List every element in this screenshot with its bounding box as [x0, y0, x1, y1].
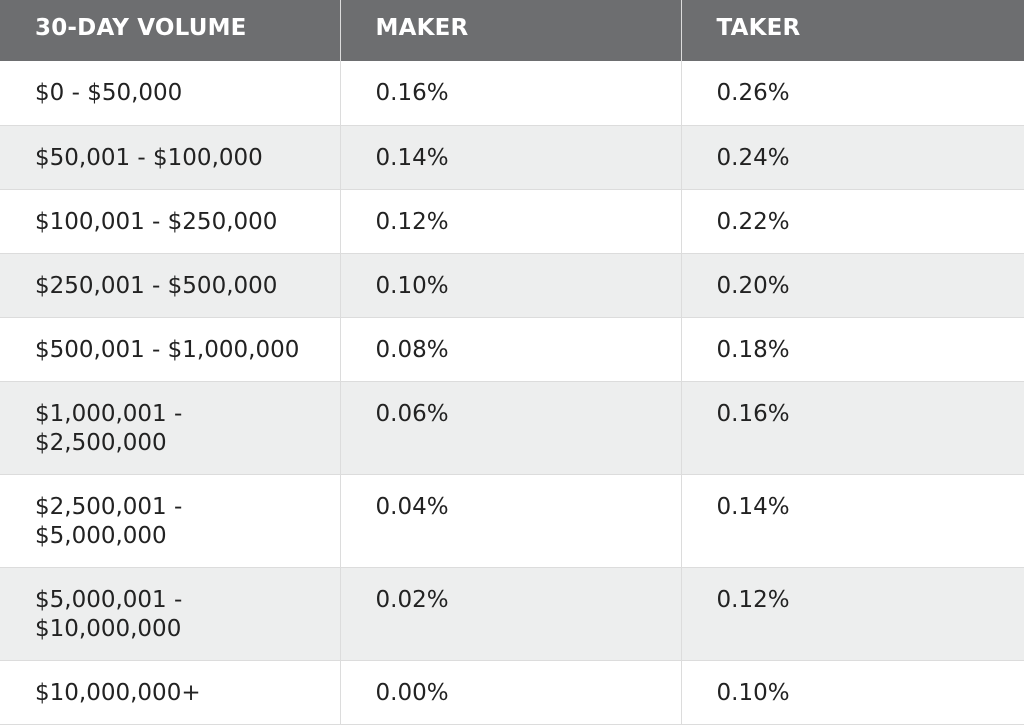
table-body: $0 - $50,000 0.16% 0.26% $50,001 - $100,…	[0, 61, 1024, 725]
maker-cell: 0.16%	[340, 61, 682, 126]
volume-cell: $250,001 - $500,000	[0, 253, 341, 318]
table-header: 30-DAY VOLUME MAKER TAKER	[0, 0, 1024, 61]
volume-cell: $50,001 - $100,000	[0, 125, 341, 190]
maker-cell: 0.02%	[340, 567, 682, 661]
volume-cell: $0 - $50,000	[0, 61, 341, 126]
volume-cell: $2,500,001 - $5,000,000	[0, 474, 341, 568]
maker-cell: 0.00%	[340, 660, 682, 725]
taker-cell: 0.26%	[681, 61, 1024, 126]
taker-cell: 0.20%	[681, 253, 1024, 318]
taker-cell: 0.12%	[681, 567, 1024, 661]
taker-cell: 0.18%	[681, 317, 1024, 382]
taker-cell: 0.22%	[681, 189, 1024, 254]
maker-cell: 0.12%	[340, 189, 682, 254]
table-row: $100,001 - $250,000 0.12% 0.22%	[0, 189, 1024, 254]
volume-text: $1,000,001 - $2,500,000	[35, 400, 183, 456]
maker-cell: 0.06%	[340, 381, 682, 475]
maker-cell: 0.08%	[340, 317, 682, 382]
column-header-volume: 30-DAY VOLUME	[0, 0, 341, 61]
volume-text: $2,500,001 - $5,000,000	[35, 493, 183, 549]
table-row: $1,000,001 - $2,500,000 0.06% 0.16%	[0, 381, 1024, 475]
header-row: 30-DAY VOLUME MAKER TAKER	[0, 0, 1024, 61]
volume-cell: $100,001 - $250,000	[0, 189, 341, 254]
volume-cell: $5,000,001 - $10,000,000	[0, 567, 341, 661]
maker-cell: 0.10%	[340, 253, 682, 318]
table-row: $2,500,001 - $5,000,000 0.04% 0.14%	[0, 474, 1024, 568]
taker-cell: 0.14%	[681, 474, 1024, 568]
table-row: $250,001 - $500,000 0.10% 0.20%	[0, 253, 1024, 318]
maker-cell: 0.04%	[340, 474, 682, 568]
table-row: $500,001 - $1,000,000 0.08% 0.18%	[0, 317, 1024, 382]
table-row: $0 - $50,000 0.16% 0.26%	[0, 61, 1024, 126]
table-row: $5,000,001 - $10,000,000 0.02% 0.12%	[0, 567, 1024, 661]
taker-cell: 0.10%	[681, 660, 1024, 725]
maker-cell: 0.14%	[340, 125, 682, 190]
table-row: $50,001 - $100,000 0.14% 0.24%	[0, 125, 1024, 190]
volume-text: $5,000,001 - $10,000,000	[35, 586, 183, 642]
taker-cell: 0.16%	[681, 381, 1024, 475]
volume-cell: $10,000,000+	[0, 660, 341, 725]
column-header-maker: MAKER	[340, 0, 682, 61]
volume-cell: $500,001 - $1,000,000	[0, 317, 341, 382]
table-row: $10,000,000+ 0.00% 0.10%	[0, 660, 1024, 725]
taker-cell: 0.24%	[681, 125, 1024, 190]
volume-cell: $1,000,001 - $2,500,000	[0, 381, 341, 475]
column-header-taker: TAKER	[681, 0, 1024, 61]
